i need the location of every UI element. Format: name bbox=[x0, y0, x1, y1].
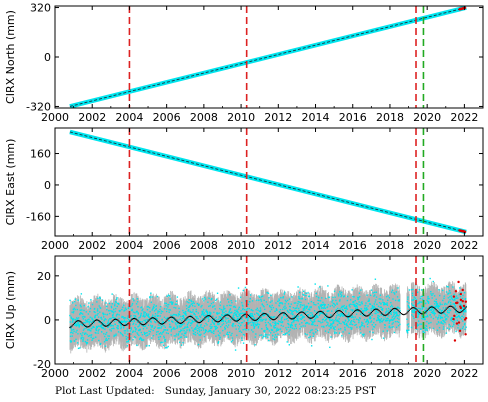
x-tick-label: 2008 bbox=[190, 367, 218, 380]
x-tick-label: 2012 bbox=[264, 111, 292, 124]
x-tick-label: 2006 bbox=[153, 239, 181, 252]
x-tick-label: 2004 bbox=[115, 239, 143, 252]
y-tick-label: 20 bbox=[37, 270, 51, 283]
plot-frame bbox=[54, 255, 484, 365]
model-line bbox=[69, 305, 467, 329]
x-tick-label: 2022 bbox=[450, 111, 478, 124]
x-tick-label: 2002 bbox=[78, 367, 106, 380]
y-tick-label: 160 bbox=[30, 148, 51, 161]
x-tick-label: 2022 bbox=[450, 239, 478, 252]
x-tick-label: 2018 bbox=[376, 111, 404, 124]
footer-timestamp: Sunday, January 30, 2022 08:23:25 PST bbox=[164, 385, 377, 397]
x-tick-label: 2002 bbox=[78, 239, 106, 252]
plot-frame bbox=[54, 127, 484, 237]
x-tick-label: 2014 bbox=[302, 239, 330, 252]
chart-panel-3: 2000 2002 2004 2006 2008 2010 2012 2014 2016 2018… bbox=[4, 255, 484, 380]
y-tick-label: 0 bbox=[44, 179, 51, 192]
model-line bbox=[69, 7, 467, 107]
plot-last-updated: Plot Last Updated: Sunday, January 30, 2… bbox=[55, 385, 376, 397]
chart-panel-2: 2000 2002 2004 2006 2008 2010 2012 2014 2016 2018… bbox=[4, 127, 484, 252]
plot-area bbox=[69, 277, 468, 354]
y-tick-label: -320 bbox=[26, 100, 51, 113]
x-tick-label: 2016 bbox=[339, 239, 367, 252]
x-tick-label: 2010 bbox=[227, 239, 255, 252]
x-tick-label: 2006 bbox=[153, 111, 181, 124]
y-tick-label: -20 bbox=[33, 358, 51, 371]
x-tick-label: 2008 bbox=[190, 239, 218, 252]
x-tick-label: 2000 bbox=[41, 367, 69, 380]
y-tick-label: 320 bbox=[30, 2, 51, 15]
model-line bbox=[69, 131, 467, 233]
x-tick-label: 2018 bbox=[376, 239, 404, 252]
y-tick-label: -160 bbox=[26, 210, 51, 223]
x-tick-label: 2010 bbox=[227, 111, 255, 124]
y-axis-label: CIRX Up (mm) bbox=[4, 271, 17, 349]
x-tick-label: 2022 bbox=[450, 367, 478, 380]
footer-label: Plot Last Updated: bbox=[55, 385, 155, 397]
x-tick-label: 2006 bbox=[153, 367, 181, 380]
x-tick-label: 2010 bbox=[227, 367, 255, 380]
x-tick-label: 2014 bbox=[302, 111, 330, 124]
chart-panel-1: 2000 2002 2004 2006 2008 2010 2012 2014 2016 2018… bbox=[4, 2, 484, 124]
x-tick-label: 2000 bbox=[41, 111, 69, 124]
x-tick-label: 2012 bbox=[264, 367, 292, 380]
y-tick-label: 0 bbox=[44, 314, 51, 327]
y-axis-label: CIRX East (mm) bbox=[4, 139, 17, 226]
x-tick-label: 2014 bbox=[302, 367, 330, 380]
x-tick-label: 2008 bbox=[190, 111, 218, 124]
x-tick-label: 2000 bbox=[41, 239, 69, 252]
y-axis-label: CIRX North (mm) bbox=[4, 10, 17, 104]
x-tick-label: 2016 bbox=[339, 367, 367, 380]
x-tick-label: 2020 bbox=[413, 367, 441, 380]
x-tick-label: 2020 bbox=[413, 111, 441, 124]
y-tick-label: 0 bbox=[44, 51, 51, 64]
x-tick-label: 2020 bbox=[413, 239, 441, 252]
x-tick-label: 2018 bbox=[376, 367, 404, 380]
x-tick-label: 2002 bbox=[78, 111, 106, 124]
x-tick-label: 2004 bbox=[115, 111, 143, 124]
x-tick-label: 2012 bbox=[264, 239, 292, 252]
x-tick-label: 2004 bbox=[115, 367, 143, 380]
recent-points bbox=[452, 280, 468, 342]
x-tick-label: 2016 bbox=[339, 111, 367, 124]
